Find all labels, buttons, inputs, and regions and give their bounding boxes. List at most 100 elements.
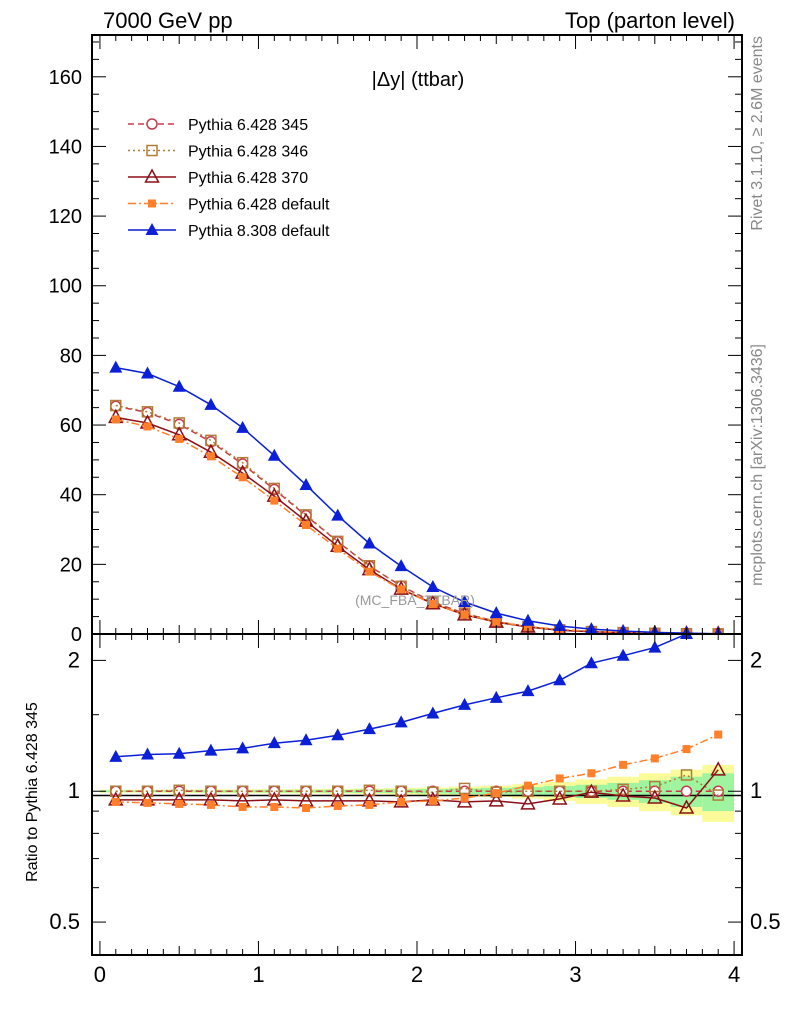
ratio-series-1-point <box>236 785 249 797</box>
main-series-4-point <box>458 594 472 607</box>
main-series-3-point <box>333 544 342 553</box>
ratio-series-3-point <box>460 793 469 802</box>
tick-label: 4 <box>728 962 740 987</box>
tick-label: 1 <box>750 778 762 803</box>
main-series-3-point <box>492 617 501 626</box>
ratio-series-0-point <box>680 785 693 797</box>
legend-label: Pythia 6.428 370 <box>188 170 308 187</box>
main-series-3-point <box>365 567 374 576</box>
main-series-4-point <box>204 397 218 410</box>
ratio-series-1-point <box>680 769 693 781</box>
ratio-series-2-line <box>115 769 719 809</box>
ratio-series-1-point <box>300 785 312 797</box>
tick-label: 1 <box>252 962 264 987</box>
ratio-series-2-point <box>678 799 695 814</box>
ratio-y-axis-label: Ratio to Pythia 6.428 345 <box>24 702 41 882</box>
ratio-series-2-point <box>488 792 505 807</box>
legend-marker <box>146 144 158 157</box>
tick-label: 0 <box>94 962 106 987</box>
ratio-series-3-point <box>397 797 406 806</box>
legend-entry: Pythia 8.308 default <box>128 223 330 240</box>
main-series-4-point <box>426 579 440 592</box>
ratio-series-3-point <box>587 769 596 778</box>
main-series-3-point <box>523 622 532 631</box>
main-series-4-point <box>299 477 313 490</box>
tick-label: 2 <box>411 962 423 987</box>
main-series-4-point <box>331 508 345 521</box>
main-series-3-point <box>206 452 215 461</box>
main-plot-title: |Δy| (ttbar) <box>372 69 465 91</box>
legend: Pythia 6.428 345 Pythia 6.428 346 Pythia 6… <box>128 117 330 240</box>
main-series-4-point <box>109 360 123 373</box>
ratio-series-4-point <box>236 741 250 754</box>
tick-label: 100 <box>49 276 82 298</box>
main-series-1-point <box>300 509 312 521</box>
ratio-series-4-point <box>458 697 472 710</box>
ratio-series-3-line <box>115 733 719 809</box>
tick-label: 120 <box>49 206 82 228</box>
ratio-series-2-point <box>520 795 536 810</box>
ratio-series-4-point <box>140 747 154 760</box>
main-series-4-point <box>172 379 186 392</box>
tick-label: 80 <box>60 345 82 367</box>
ratio-series-4-point <box>426 706 440 719</box>
ratio-series-1-point <box>712 789 724 801</box>
ratio-series-2-point <box>710 761 726 776</box>
ratio-series-2-point <box>551 790 568 805</box>
legend-label: Pythia 6.428 346 <box>188 144 308 161</box>
ratio-series-3-point <box>270 802 279 811</box>
legend-entry: Pythia 6.428 345 <box>128 117 308 134</box>
ratio-series-4-point <box>616 648 630 661</box>
header-left: 7000 GeV pp <box>103 8 233 33</box>
ratio-series-3-point <box>523 781 532 790</box>
ratio-series-4 <box>109 634 694 762</box>
ratio-series-4-point <box>172 746 186 759</box>
main-series-3-point <box>428 600 437 609</box>
legend-label: Pythia 6.428 default <box>188 197 330 214</box>
tick-label: 2 <box>68 647 80 672</box>
ratio-series-4-point <box>267 736 281 749</box>
ratio-series-4-point <box>521 684 535 697</box>
main-series-3-point <box>302 520 311 529</box>
ratio-series-3-point <box>682 745 691 754</box>
ratio-series-3-point <box>238 802 247 811</box>
tick-label: 160 <box>49 67 82 89</box>
ratio-series-3-point <box>111 797 120 806</box>
ratio-series-1-point <box>205 785 217 797</box>
mcplots-label: mcplots.cern.ch [arXiv:1306.3436] <box>749 344 766 586</box>
ratio-series-3-point <box>365 800 374 809</box>
ratio-series-3-point <box>175 799 184 808</box>
rivet-label: Rivet 3.1.10, ≥ 2.6M events <box>749 36 766 231</box>
ratio-series-2-point <box>583 783 600 798</box>
ratio-series-1 <box>110 769 724 801</box>
main-series-3-point <box>238 473 247 482</box>
axis-ticks: 0 20 40 60 80 100 120 140 160 0 1 2 3 4 0.5 0.5 1 1 2 2 <box>49 35 781 987</box>
main-series-3-line <box>115 418 719 634</box>
ratio-series-4-point <box>362 722 376 735</box>
main-series-4-point <box>553 618 567 631</box>
legend-marker <box>144 168 160 183</box>
tick-label: 140 <box>49 136 82 158</box>
legend-label: Pythia 8.308 default <box>188 223 330 240</box>
ratio-series-3 <box>111 730 723 813</box>
main-series-3-point <box>270 496 279 505</box>
main-series-3-point <box>397 585 406 594</box>
tick-label: 0.5 <box>750 909 781 934</box>
ratio-series-4-point <box>299 733 313 746</box>
tick-label: 2 <box>750 647 762 672</box>
ratio-series-4-point <box>648 640 662 653</box>
ratio-series-1-point <box>268 785 281 797</box>
ratio-series-4-point <box>489 690 503 703</box>
ratio-series-4-line <box>115 634 689 758</box>
ratio-series-2-point <box>647 789 663 804</box>
main-series-1-point <box>268 482 281 495</box>
main-series-4-point <box>267 448 281 461</box>
ratio-series-4-point <box>109 749 123 762</box>
tick-label: 60 <box>60 415 82 437</box>
watermark-label: (MC_FBA_TTBAR) <box>355 592 475 608</box>
tick-label: 0.5 <box>49 909 80 934</box>
main-series-3-point <box>460 610 469 619</box>
ratio-plot-series <box>108 634 726 814</box>
main-series-4-point <box>362 536 376 549</box>
